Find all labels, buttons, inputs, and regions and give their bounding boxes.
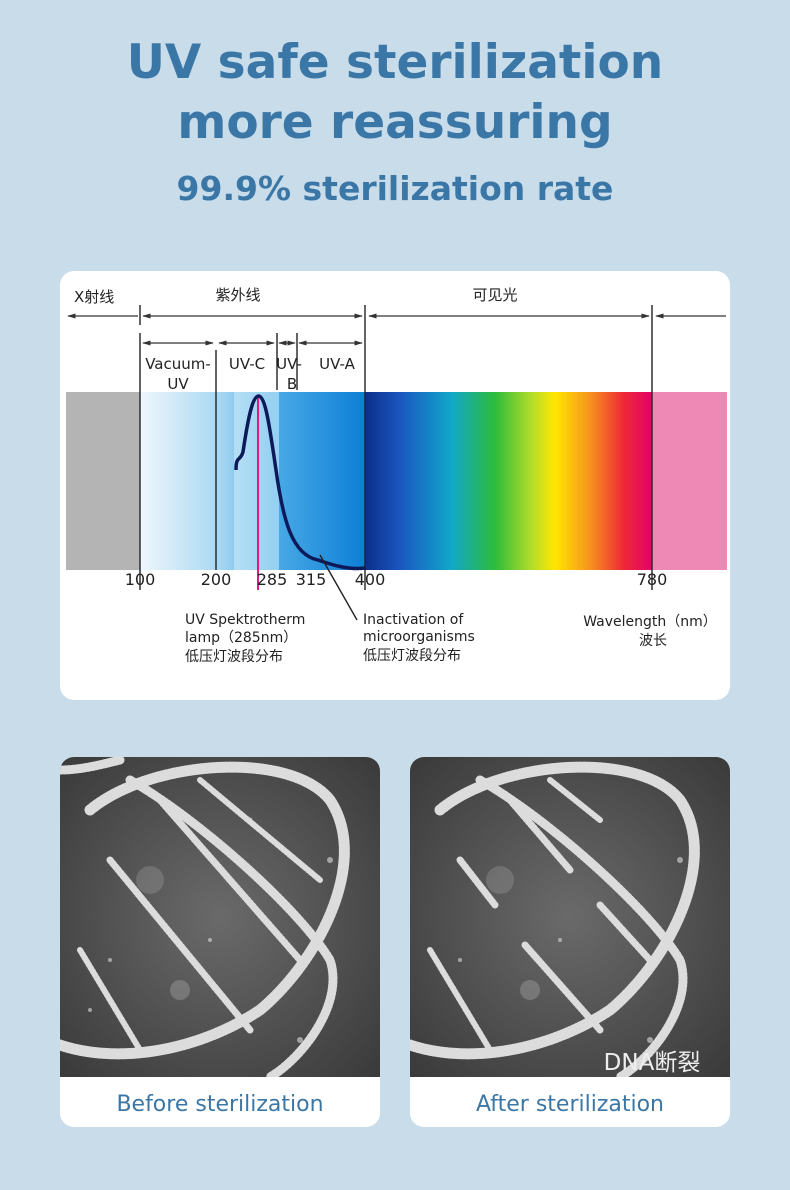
tick-label: 100 — [125, 570, 156, 589]
helix — [60, 757, 350, 1077]
note-line: Inactivation of — [363, 612, 464, 628]
inactivation-curve — [234, 394, 366, 571]
note-line: 低压灯波段分布 — [185, 649, 283, 665]
band-label: Vacuum- — [145, 355, 211, 373]
uvc-highlight — [234, 392, 279, 570]
tick-label: 285 — [257, 570, 288, 589]
band-label: UV-C — [229, 355, 265, 373]
specks — [88, 817, 333, 1043]
tick-label: 400 — [355, 570, 386, 589]
note-line: 波长 — [639, 633, 667, 649]
tick-label: 315 — [296, 570, 327, 589]
region-label: X射线 — [74, 288, 114, 306]
note-line: microorganisms — [363, 629, 475, 645]
ir-band — [652, 392, 727, 570]
title-line: UV safe sterilization — [127, 35, 664, 90]
caption: Before sterilization — [116, 1092, 323, 1117]
region-arrows — [67, 313, 726, 346]
band-label: UV- — [276, 355, 302, 373]
visible-band — [365, 392, 653, 570]
xray-band — [66, 392, 140, 570]
photo-tag: DNA断裂 — [604, 1050, 701, 1076]
pointer — [319, 554, 358, 621]
region-label: 紫外线 — [215, 286, 260, 304]
helix — [410, 761, 700, 1077]
band-label: UV — [167, 375, 189, 393]
divider-lines — [139, 305, 653, 590]
caption: After sterilization — [476, 1092, 664, 1117]
dna-photo: DNA断裂 — [410, 757, 730, 1077]
note-line: 低压灯波段分布 — [363, 648, 461, 664]
note-line: Wavelength（nm） — [583, 614, 717, 630]
note-line: UV Spektrotherm — [185, 612, 305, 628]
tick-label: 780 — [637, 570, 668, 589]
band-label: UV-A — [319, 355, 355, 373]
title-line: more reassuring — [177, 95, 612, 150]
band-label: B — [287, 375, 297, 393]
subtitle: 99.9% sterilization rate — [177, 169, 614, 208]
dna-photo — [60, 757, 380, 1077]
tick-label: 200 — [201, 570, 232, 589]
region-label: 可见光 — [472, 286, 517, 304]
note-line: lamp（285nm） — [185, 630, 297, 646]
